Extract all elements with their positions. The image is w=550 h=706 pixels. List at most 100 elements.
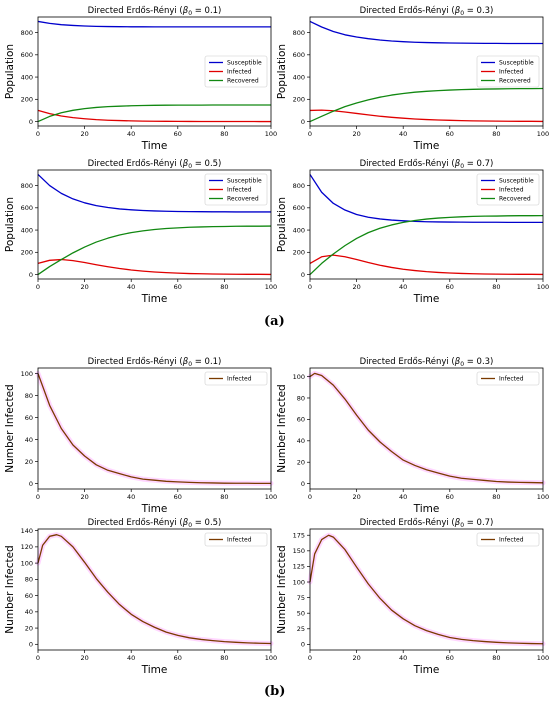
x-tick-label: 40 [127, 130, 135, 138]
x-axis-label: Time [141, 293, 168, 305]
y-tick-label: 400 [293, 73, 305, 81]
x-tick-label: 80 [220, 130, 228, 138]
y-tick-label: 0 [29, 480, 33, 488]
x-tick-label: 20 [352, 493, 360, 501]
legend-box [476, 55, 540, 88]
series-line-infected [37, 373, 271, 485]
series-line-infected [309, 109, 544, 123]
legend-label-infected: Infected [227, 537, 252, 544]
x-tick-label: 0 [308, 493, 312, 501]
x-tick-label: 20 [80, 283, 88, 291]
x-tick-label: 100 [537, 283, 549, 291]
x-tick-label: 60 [446, 130, 454, 138]
y-axis-label: Number Infected [4, 545, 16, 633]
x-tick-label: 60 [446, 654, 454, 662]
y-tick-label: 0 [29, 271, 33, 279]
y-tick-label: 0 [301, 271, 305, 279]
legend-label-susceptible: Susceptible [499, 178, 534, 185]
x-tick-label: 100 [537, 130, 549, 138]
x-axis-label: Time [413, 664, 440, 676]
y-tick-label: 100 [21, 370, 33, 378]
y-tick-label: 80 [25, 392, 33, 400]
chart-4: Directed Erdős-Rényi (β0 = 0.7) 0 20 40 60 80… [276, 158, 549, 305]
x-tick-label: 40 [127, 654, 135, 662]
x-tick-label: 0 [36, 283, 40, 291]
x-tick-label: 60 [174, 654, 182, 662]
y-axis-label: Population [276, 44, 288, 99]
x-axis-label: Time [413, 503, 440, 515]
y-tick-label: 40 [25, 436, 33, 444]
y-tick-label: 400 [293, 226, 305, 234]
series-glow-infected [307, 532, 546, 647]
y-tick-label: 100 [21, 559, 33, 567]
y-axis-label: Number Infected [276, 545, 288, 633]
y-tick-label: 40 [297, 437, 305, 445]
x-axis-label: Time [141, 140, 168, 152]
chart-title: Directed Erdős-Rényi (β0 = 0.1) [88, 5, 222, 17]
x-tick-label: 20 [80, 493, 88, 501]
y-tick-label: 120 [21, 543, 33, 551]
chart-2: Directed Erdős-Rényi (β0 = 0.3) 0 20 40 60 80… [276, 5, 549, 152]
y-tick-label: 80 [25, 576, 33, 584]
x-tick-label: 80 [220, 283, 228, 291]
y-tick-label: 60 [25, 592, 33, 600]
x-tick-label: 40 [399, 654, 407, 662]
plot-frame [309, 16, 544, 127]
legend-box [204, 173, 268, 206]
x-tick-label: 100 [265, 283, 277, 291]
y-tick-label: 600 [21, 204, 33, 212]
legend-label-susceptible: Susceptible [227, 60, 262, 67]
legend-box [476, 371, 540, 386]
panel-label-a: (a) [264, 314, 285, 329]
x-tick-label: 60 [446, 283, 454, 291]
y-axis-label: Population [4, 197, 16, 252]
y-tick-label: 100 [293, 373, 305, 381]
series-line-infected [37, 534, 272, 645]
x-tick-label: 100 [265, 493, 277, 501]
y-tick-label: 200 [21, 249, 33, 257]
y-tick-label: 60 [297, 416, 305, 424]
y-tick-label: 800 [21, 29, 33, 37]
chart-title: Directed Erdős-Rényi (β0 = 0.7) [360, 517, 494, 529]
x-tick-label: 40 [399, 130, 407, 138]
y-tick-label: 40 [25, 608, 33, 616]
x-tick-label: 80 [492, 493, 500, 501]
series-line-recovered [309, 87, 544, 123]
chart-title: Directed Erdős-Rényi (β0 = 0.5) [88, 158, 222, 170]
chart-title: Directed Erdős-Rényi (β0 = 0.1) [88, 356, 222, 368]
series-line-infected [309, 254, 544, 276]
series-line-recovered [37, 225, 272, 276]
y-tick-label: 600 [293, 51, 305, 59]
legend: Susceptible Infected Recovered [204, 173, 268, 206]
plot-frame [309, 169, 544, 280]
y-axis-label: Population [276, 197, 288, 252]
chart-6: Directed Erdős-Rényi (β0 = 0.3) 0 20 40 60 80… [276, 356, 549, 515]
y-tick-label: 800 [293, 29, 305, 37]
panel-label-b: (b) [264, 684, 286, 699]
y-tick-label: 0 [29, 118, 33, 126]
y-tick-label: 800 [293, 182, 305, 190]
y-tick-label: 200 [293, 249, 305, 257]
y-tick-label: 600 [293, 204, 305, 212]
x-tick-label: 0 [36, 493, 40, 501]
legend-label-infected: Infected [227, 69, 252, 76]
x-tick-label: 100 [265, 130, 277, 138]
legend: Infected [204, 532, 268, 547]
legend: Susceptible Infected Recovered [476, 55, 540, 88]
y-tick-label: 140 [21, 527, 33, 535]
series-line-infected [37, 109, 271, 123]
plot-frame [37, 528, 272, 651]
legend: Susceptible Infected Recovered [476, 173, 540, 206]
chart-title: Directed Erdős-Rényi (β0 = 0.3) [360, 356, 494, 368]
y-tick-label: 0 [29, 641, 33, 649]
chart-3: Directed Erdős-Rényi (β0 = 0.5) 0 20 40 60 80… [4, 158, 277, 305]
chart-1: Directed Erdős-Rényi (β0 = 0.1) 0 20 40 60 80… [4, 5, 277, 152]
y-tick-label: 50 [297, 610, 305, 618]
x-tick-label: 80 [492, 654, 500, 662]
x-tick-label: 40 [399, 283, 407, 291]
x-tick-label: 0 [308, 283, 312, 291]
y-tick-label: 600 [21, 51, 33, 59]
x-tick-label: 60 [174, 130, 182, 138]
x-tick-label: 40 [127, 283, 135, 291]
plot-frame [37, 367, 272, 490]
